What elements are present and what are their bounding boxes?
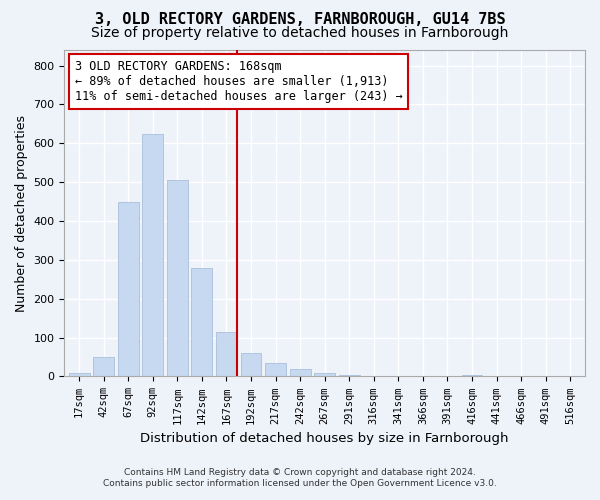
Text: Size of property relative to detached houses in Farnborough: Size of property relative to detached ho… [91, 26, 509, 40]
Bar [93, 357, 114, 376]
Text: 3 OLD RECTORY GARDENS: 168sqm
← 89% of detached houses are smaller (1,913)
11% o: 3 OLD RECTORY GARDENS: 168sqm ← 89% of d… [75, 60, 403, 103]
Bar [265, 363, 286, 376]
Bar [142, 134, 163, 376]
Bar [167, 180, 188, 376]
Bar [290, 368, 311, 376]
Text: 3, OLD RECTORY GARDENS, FARNBOROUGH, GU14 7BS: 3, OLD RECTORY GARDENS, FARNBOROUGH, GU1… [95, 12, 505, 28]
Text: Contains HM Land Registry data © Crown copyright and database right 2024.
Contai: Contains HM Land Registry data © Crown c… [103, 468, 497, 487]
Bar [339, 374, 359, 376]
Y-axis label: Number of detached properties: Number of detached properties [15, 114, 28, 312]
Bar [191, 268, 212, 376]
Bar [216, 332, 237, 376]
Bar [241, 353, 262, 376]
Bar [118, 202, 139, 376]
X-axis label: Distribution of detached houses by size in Farnborough: Distribution of detached houses by size … [140, 432, 509, 445]
Bar [314, 372, 335, 376]
Bar [69, 372, 89, 376]
